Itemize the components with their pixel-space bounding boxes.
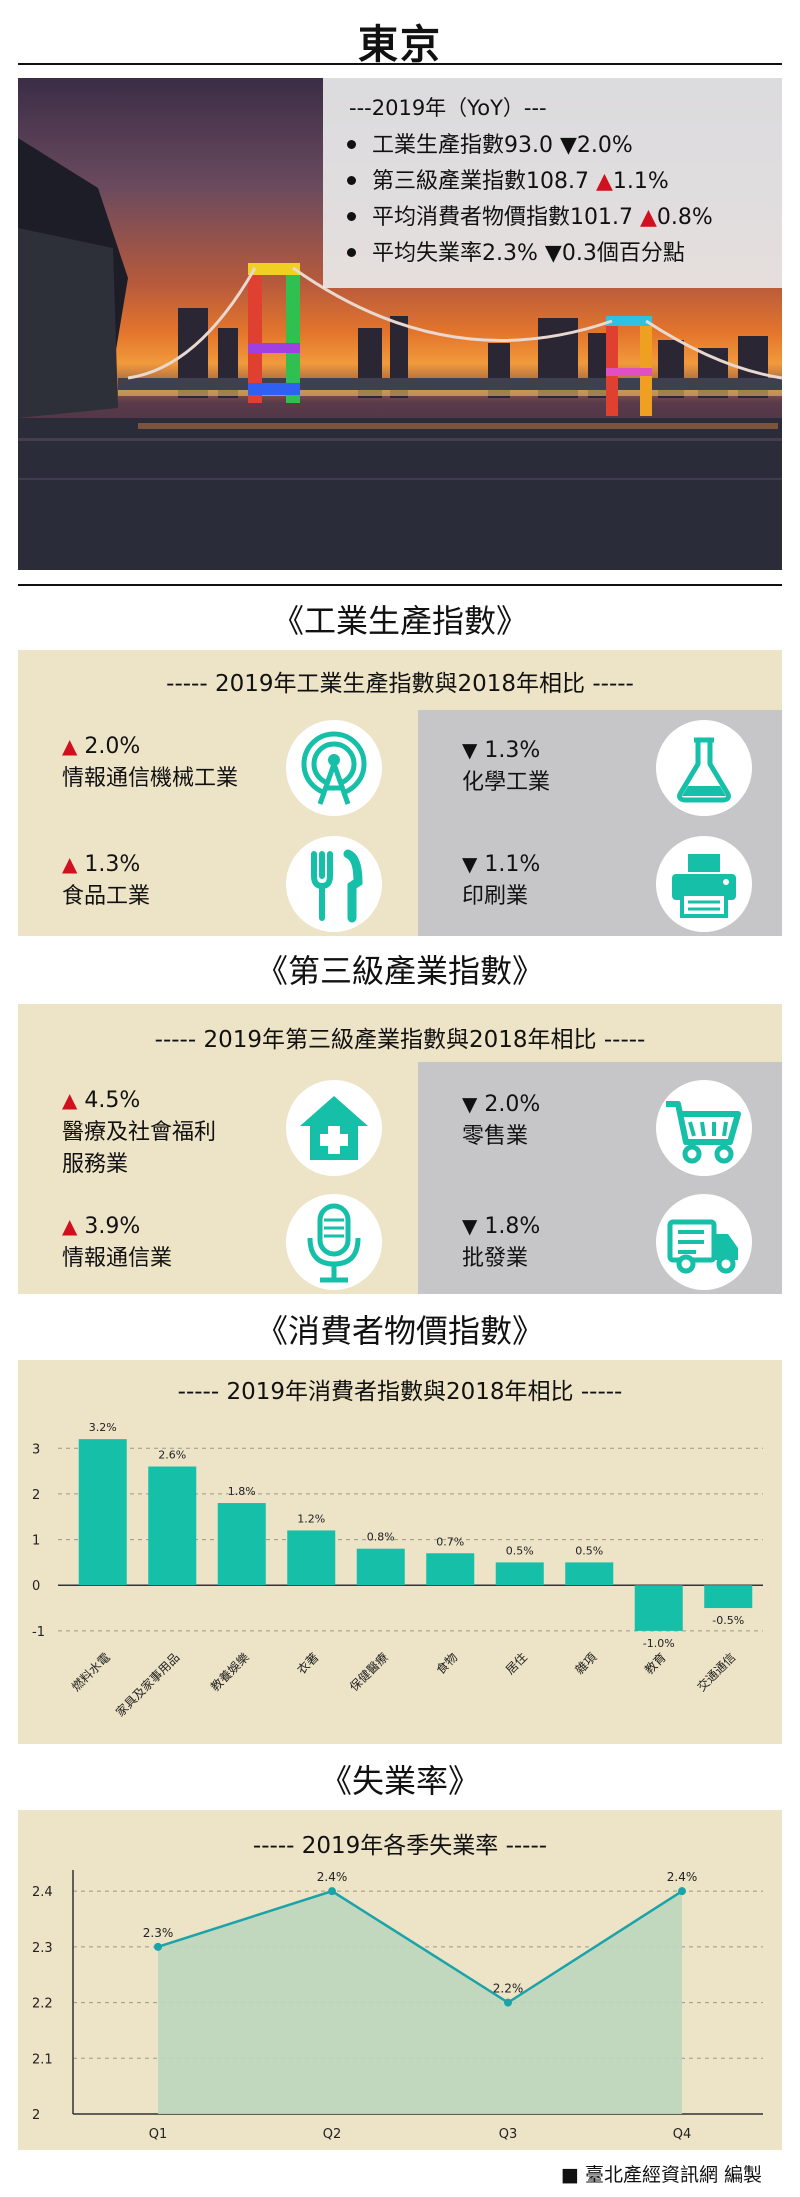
point-data-label: 2.3% [143,1926,174,1940]
data-point [328,1887,336,1896]
bar [565,1562,614,1586]
y-tick-label: 0 [32,1579,40,1594]
industrial-item-food: ▲ 1.3% 食品工業 [62,852,151,909]
page-title: 東京 [358,22,442,68]
y-tick-label: 2 [32,2108,40,2123]
point-data-label: 2.4% [317,1870,348,1884]
tertiary-subtitle: ----- 2019年第三級產業指數與2018年相比 ----- [154,1027,646,1053]
x-tick-label: Q2 [323,2127,342,2142]
x-tick-label: 保健醫療 [347,1650,391,1694]
y-tick-label: 2.3 [32,1941,53,1956]
unemployment-area-chart: 2.4 2.3 2.2 2.1 2 2.3% Q1 2.4% Q2 2.2% Q3 2.4% Q4 [32,1870,763,2142]
yoy-heading: ---2019年（YoY）--- [349,96,547,120]
bar-data-label: 0.5% [506,1544,534,1557]
title-rule [18,63,782,65]
antenna-icon [286,720,382,816]
cpi-section-title: 《消費者物價指數》 [255,1312,544,1350]
unemployment-section-title: 《失業率》 [319,1762,480,1800]
industrial-section-title: 《工業生產指數》 [271,602,528,640]
bar [148,1466,197,1586]
bar [634,1585,683,1631]
tertiary-item-ict: ▲ 3.9% 情報通信業 [62,1214,173,1271]
printer-icon [656,836,752,932]
bar [426,1553,475,1586]
y-tick-label: 2.2 [32,1997,53,2012]
shopping-cart-icon [656,1080,752,1176]
flask-icon [656,720,752,816]
y-tick-label: -1 [32,1625,45,1640]
rainbow-bridge-illustration [18,138,782,570]
tertiary-item-wholesale: ▼ 1.8% 批發業 [462,1214,541,1271]
industrial-item-chemical: ▼ 1.3% 化學工業 [462,738,551,795]
x-tick-label: Q1 [149,2127,168,2142]
yoy-summary-box: ---2019年（YoY）--- 工業生產指數93.0 ▼2.0% 第三級產業指… [323,78,782,288]
bar-data-label: -0.5% [712,1614,744,1627]
y-tick-label: 1 [32,1534,40,1549]
x-tick-label: Q4 [673,2127,692,2142]
unemployment-subtitle: ----- 2019年各季失業率 ----- [252,1833,548,1859]
bar [287,1530,336,1586]
tertiary-panel: ----- 2019年第三級產業指數與2018年相比 ----- ▲ 4.5% … [18,1004,782,1294]
x-tick-label: 交通通信 [694,1650,739,1695]
y-tick-label: 2.1 [32,2052,53,2067]
x-tick-label: 雜項 [572,1650,600,1678]
x-tick-label: 家具及家事用品 [112,1650,182,1720]
cpi-chart-panel: ----- 2019年消費者指數與2018年相比 ----- 3 2 1 0 -1 3.2… [18,1360,782,1744]
bar-data-label: 1.2% [297,1512,325,1525]
yoy-item: 工業生產指數93.0 ▼2.0% [339,128,766,164]
area-fill [158,1891,682,2114]
series-line [157,1889,683,2005]
bar-data-label: 0.7% [436,1535,464,1548]
data-point [154,1942,162,1951]
x-tick-label: 食物 [433,1650,461,1678]
cpi-subtitle: ----- 2019年消費者指數與2018年相比 ----- [177,1379,623,1405]
industrial-subtitle: ----- 2019年工業生產指數與2018年相比 ----- [166,671,634,697]
tertiary-item-medical: ▲ 4.5% 醫療及社會福利 服務業 [62,1088,217,1177]
bar-data-label: 3.2% [89,1421,117,1434]
bar-data-label: 1.8% [228,1485,256,1498]
bar-data-label: 2.6% [158,1449,186,1462]
hero-rule [18,584,782,586]
tertiary-section-title: 《第三級產業指數》 [255,952,544,990]
x-tick-label: Q3 [499,2127,518,2142]
truck-icon [656,1194,752,1290]
footer-credit: ■ 臺北產經資訊網 編製 [560,2164,762,2186]
x-tick-label: 教育 [641,1650,669,1678]
y-tick-label: 3 [32,1442,40,1457]
medical-house-icon [286,1080,382,1176]
fork-knife-icon [286,836,382,932]
bar [78,1439,127,1586]
x-tick-label: 教養娛樂 [207,1650,252,1695]
data-point [678,1887,686,1896]
bar-data-label: -1.0% [643,1637,675,1650]
industrial-item-printing: ▼ 1.1% 印刷業 [462,852,541,909]
bar [704,1585,753,1609]
y-tick-label: 2.4 [32,1885,53,1900]
unemployment-chart-panel: ----- 2019年各季失業率 ----- 2.4 2.3 2.2 2.1 2 2.3%… [18,1810,782,2150]
x-tick-label: 衣著 [294,1650,322,1678]
bar-data-label: 0.8% [367,1531,395,1544]
yoy-list: 工業生產指數93.0 ▼2.0% 第三級產業指數108.7 ▲1.1% 平均消費… [339,128,766,272]
industrial-item-ict: ▲ 2.0% 情報通信機械工業 [62,734,239,791]
yoy-item: 第三級產業指數108.7 ▲1.1% [339,164,766,200]
bar [356,1548,405,1586]
point-data-label: 2.4% [667,1870,698,1884]
y-tick-label: 2 [32,1488,40,1503]
bar-data-label: 0.5% [575,1544,603,1557]
bar [495,1562,544,1586]
yoy-item: 平均失業率2.3% ▼0.3個百分點 [339,236,766,272]
yoy-item: 平均消費者物價指數101.7 ▲0.8% [339,200,766,236]
industrial-panel: ----- 2019年工業生產指數與2018年相比 ----- ▲ 2.0% 情… [18,650,782,936]
cpi-bar-chart: 3 2 1 0 -1 3.2% 燃料水電 2.6% 家具及家事用品 1.8% 教養娛樂 1.2% 衣著 0… [32,1421,763,1720]
tertiary-item-retail: ▼ 2.0% 零售業 [462,1092,541,1149]
data-point [504,1998,512,2007]
bar [217,1503,266,1586]
point-data-label: 2.2% [493,1982,524,1996]
microphone-icon [286,1194,382,1290]
x-tick-label: 燃料水電 [68,1650,113,1695]
hero-photo: ---2019年（YoY）--- 工業生產指數93.0 ▼2.0% 第三級產業指… [18,78,782,570]
x-tick-label: 居住 [503,1650,530,1677]
